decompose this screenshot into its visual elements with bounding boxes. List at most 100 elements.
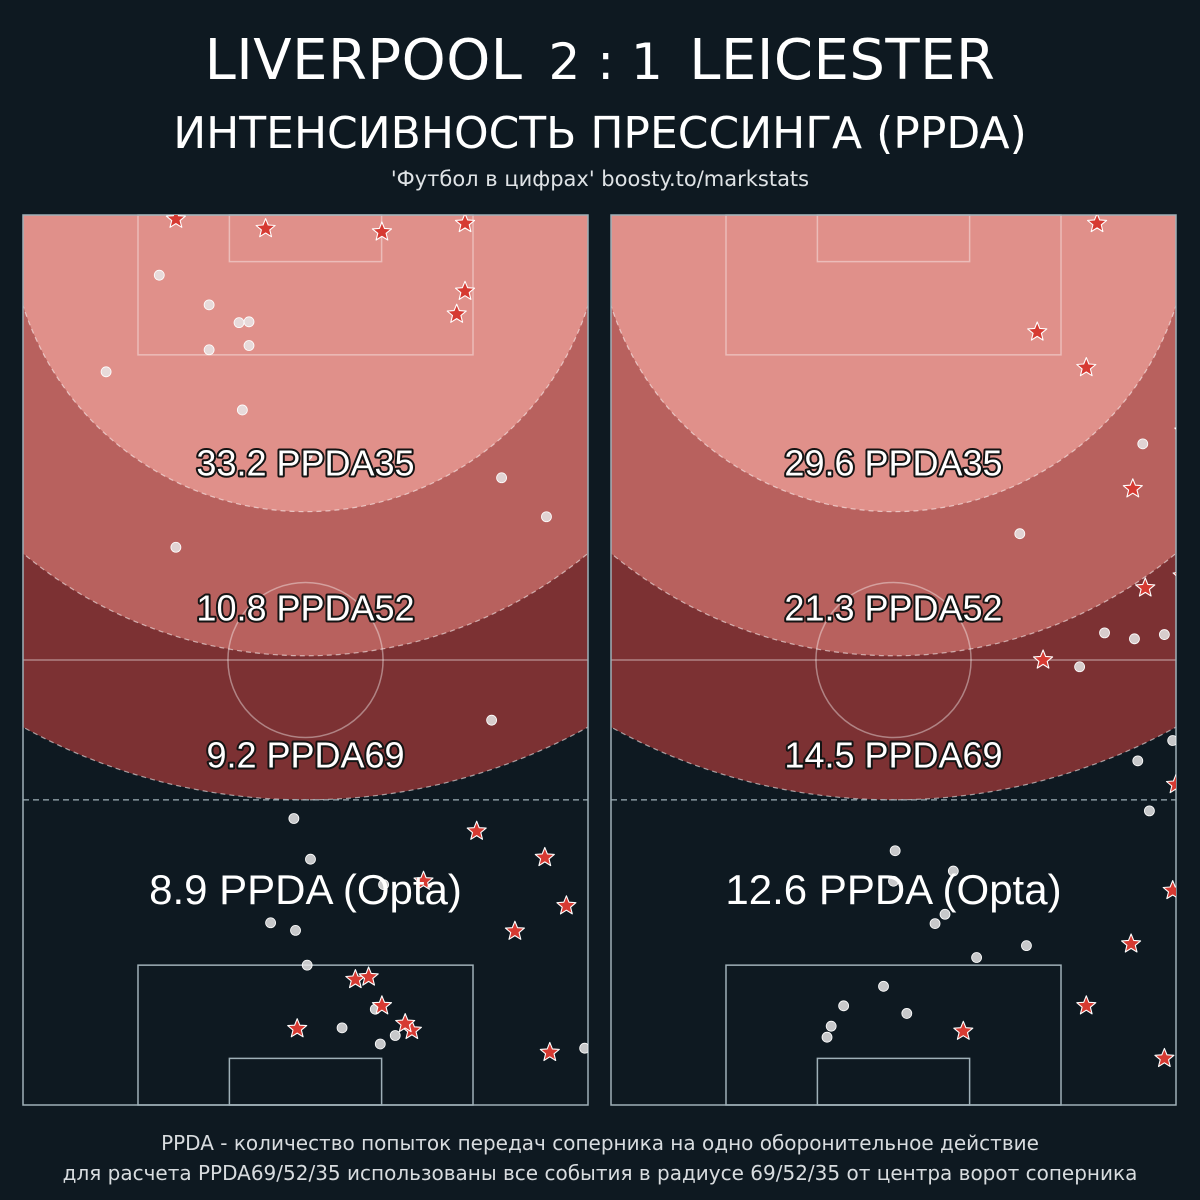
event-dot xyxy=(821,1031,833,1043)
event-dot xyxy=(878,980,889,992)
event-dot xyxy=(203,344,215,356)
event-star xyxy=(395,1013,416,1033)
match-title: LIVERPOOL 2 : 1 LEICESTER xyxy=(0,26,1200,97)
event-star xyxy=(454,215,476,233)
event-star xyxy=(1076,995,1097,1015)
event-dot xyxy=(496,472,507,484)
event-dot xyxy=(939,908,951,920)
event-star xyxy=(504,920,525,940)
event-star xyxy=(466,820,487,840)
home-team: LIVERPOOL xyxy=(204,28,523,93)
event-dot xyxy=(336,1022,348,1034)
center-circle xyxy=(815,581,972,739)
event-star xyxy=(539,1041,560,1062)
event-dot xyxy=(541,511,552,523)
event-dot xyxy=(1144,805,1155,817)
event-dot xyxy=(305,853,316,865)
away-team: LEICESTER xyxy=(689,28,996,93)
event-star xyxy=(1165,774,1176,794)
event-dot xyxy=(1158,629,1170,640)
overall-ppda-label: 12.6 PPDA (Opta) xyxy=(725,866,1061,913)
chart-subtitle: ИНТЕНСИВНОСТЬ ПРЕССИНГА (PPDA) xyxy=(173,108,1027,159)
event-star xyxy=(446,303,467,323)
event-star xyxy=(1032,649,1054,669)
event-star xyxy=(1154,1047,1175,1068)
event-dot xyxy=(889,845,901,857)
event-dot xyxy=(374,1038,386,1050)
event-star xyxy=(371,221,393,241)
event-dot xyxy=(838,1000,850,1012)
event-dot xyxy=(1099,627,1110,639)
zone-35 xyxy=(611,215,1176,512)
event-dot xyxy=(288,813,300,824)
event-dot xyxy=(888,875,899,887)
credit-line: 'Футбол в цифрах' boosty.to/markstats xyxy=(390,167,810,191)
event-star xyxy=(534,846,555,867)
event-dot xyxy=(389,1030,401,1041)
event-star xyxy=(413,870,434,890)
event-dot xyxy=(1021,940,1032,952)
event-star xyxy=(556,895,577,915)
event-dot xyxy=(825,1020,837,1032)
ppda-zones xyxy=(23,215,588,801)
event-star xyxy=(255,218,276,238)
event-dot xyxy=(203,299,215,311)
event-star xyxy=(1135,577,1156,597)
event-star xyxy=(1121,933,1142,953)
pitch-outline xyxy=(610,214,1177,1106)
overall-ppda-label: 8.9 PPDA (Opta) xyxy=(149,866,462,913)
zone-label-ppda52: 10.8 PPDA52 xyxy=(196,588,414,629)
event-star xyxy=(1076,357,1097,377)
event-dot xyxy=(971,952,982,963)
event-dot xyxy=(153,269,165,281)
event-dot xyxy=(100,366,112,378)
zone-label-ppda69: 9.2 PPDA69 xyxy=(206,735,404,776)
event-dot xyxy=(1190,812,1200,822)
event-dot xyxy=(233,317,245,329)
zone-label-ppda35: 33.2 PPDA35 xyxy=(196,443,414,484)
footer-line-2: для расчета PPDA69/52/35 использованы вс… xyxy=(62,1161,1138,1185)
event-star xyxy=(1162,880,1176,900)
event-dot xyxy=(170,541,182,553)
event-dot xyxy=(1132,755,1144,767)
event-star xyxy=(1122,478,1143,498)
event-star xyxy=(1027,321,1048,341)
event-dot xyxy=(947,865,959,877)
zone-label-ppda35: 29.6 PPDA35 xyxy=(784,443,1002,484)
events xyxy=(100,215,588,1062)
pitch-liverpool: 33.2 PPDA35 10.8 PPDA52 9.2 PPDA69 8.9 PPDA… xyxy=(22,214,589,1106)
event-star xyxy=(1179,338,1198,356)
event-dot xyxy=(243,340,255,351)
pitch-leicester: 29.6 PPDA35 21.3 PPDA52 14.5 PPDA69 12.6 PP… xyxy=(610,214,1200,1106)
event-star xyxy=(953,1020,974,1040)
event-dot xyxy=(1137,438,1149,450)
event-dot xyxy=(486,714,498,726)
event-dot xyxy=(1074,661,1086,673)
event-dot xyxy=(1129,633,1140,645)
event-dot xyxy=(243,316,255,328)
zone-35 xyxy=(23,215,588,512)
event-dot xyxy=(301,449,313,461)
event-dot xyxy=(901,1008,913,1019)
event-star xyxy=(371,995,393,1015)
event-dot xyxy=(301,959,313,971)
event-dot xyxy=(1014,528,1026,540)
footer-line-1: PPDA - количество попыток передач соперн… xyxy=(161,1131,1039,1155)
zone-label-ppda52: 21.3 PPDA52 xyxy=(784,588,1002,629)
score: 2 : 1 xyxy=(548,33,664,91)
event-dot xyxy=(378,879,390,891)
event-star xyxy=(1087,215,1108,233)
event-dot xyxy=(1179,511,1189,521)
event-dot xyxy=(1178,394,1188,404)
event-star xyxy=(287,1018,308,1038)
event-dot xyxy=(265,917,277,929)
ppda-zones xyxy=(611,215,1176,801)
event-dot xyxy=(1167,735,1176,746)
pitch-outline xyxy=(22,214,589,1106)
zone-label-ppda69: 14.5 PPDA69 xyxy=(784,735,1002,776)
event-dot xyxy=(579,1042,588,1054)
footer-note: PPDA - количество попыток передач соперн… xyxy=(0,1128,1200,1188)
event-dot xyxy=(929,918,941,930)
center-circle xyxy=(227,581,384,739)
